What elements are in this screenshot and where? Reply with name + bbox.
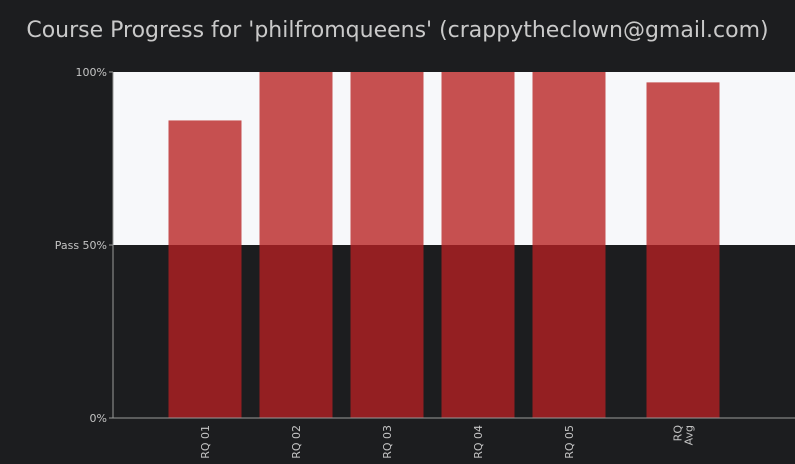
bar-2[interactable] — [259, 72, 333, 418]
x-tick-label: RQ 03 — [381, 425, 394, 459]
x-tick-label-line: RQ 03 — [381, 425, 394, 459]
bar-segment-below-pass — [350, 245, 424, 418]
bar-segment-below-pass — [532, 245, 606, 418]
x-tick-label-line: RQ — [672, 425, 685, 442]
bar-segment-above-pass — [441, 72, 515, 245]
bar-segment-above-pass — [646, 82, 720, 245]
bar-segment-below-pass — [646, 245, 720, 418]
x-tick-label-line: RQ 05 — [563, 425, 576, 459]
bar-segment-above-pass — [532, 72, 606, 245]
x-tick-label: RQ 01 — [199, 425, 212, 459]
chart-title: Course Progress for 'philfromqueens' (cr… — [26, 18, 769, 43]
x-tick-label: RQ 04 — [472, 425, 485, 459]
y-tick-label: 100% — [76, 66, 107, 79]
bar-3[interactable] — [350, 72, 424, 418]
x-tick-label-line: Avg — [683, 425, 696, 445]
x-tick-label-line: RQ 01 — [199, 425, 212, 459]
bar-segment-below-pass — [259, 245, 333, 418]
bar-segment-below-pass — [168, 245, 242, 418]
bar-segment-below-pass — [441, 245, 515, 418]
bar-6[interactable] — [646, 82, 720, 418]
x-tick-label: RQ 02 — [290, 425, 303, 459]
x-tick-label-line: RQ 02 — [290, 425, 303, 459]
bar-4[interactable] — [441, 72, 515, 418]
bar-segment-above-pass — [259, 72, 333, 245]
bar-1[interactable] — [168, 120, 242, 418]
x-tick-label-line: RQ 04 — [472, 425, 485, 459]
bar-5[interactable] — [532, 72, 606, 418]
bar-segment-above-pass — [168, 120, 242, 245]
x-tick-label: RQ 05 — [563, 425, 576, 459]
y-tick-label: Pass 50% — [55, 239, 107, 252]
y-tick-label: 0% — [90, 412, 107, 425]
bar-segment-above-pass — [350, 72, 424, 245]
